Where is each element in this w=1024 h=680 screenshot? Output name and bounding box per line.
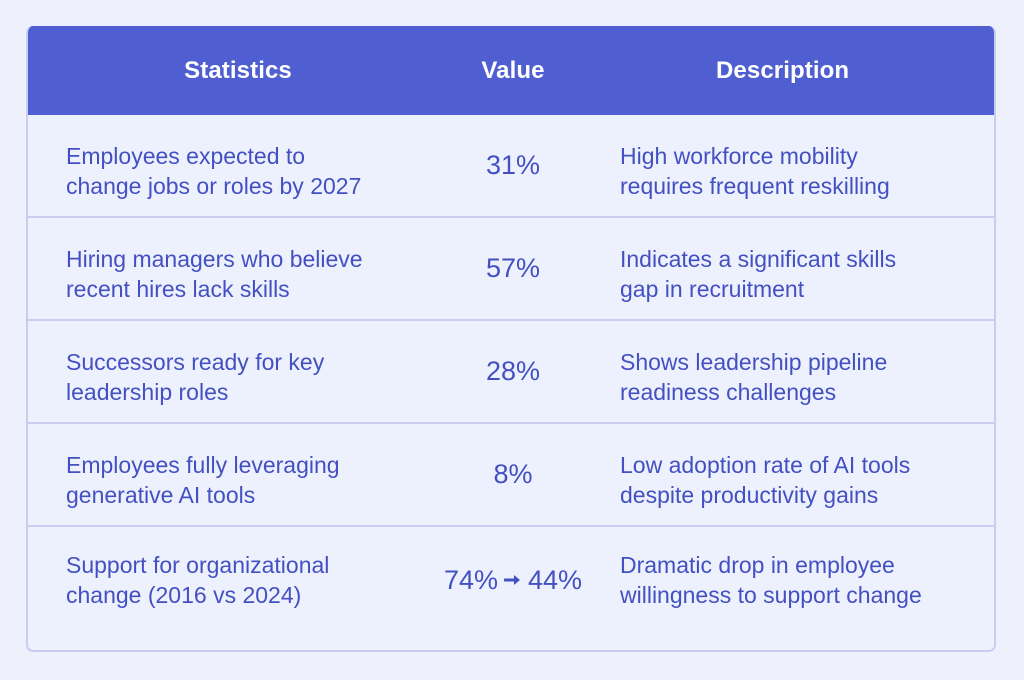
description-line: High workforce mobility [620,143,858,169]
description-cell: Dramatic drop in employee willingness to… [620,550,970,610]
header-statistics: Statistics [184,57,292,84]
value-from: 74% [443,565,498,595]
statistic-line: generative AI tools [66,482,256,508]
table-row: Successors ready for key leadership role… [28,321,994,424]
description-line: Low adoption rate of AI tools [620,452,911,478]
statistic-cell: Employees fully leveraging generative AI… [66,450,416,510]
statistics-table: Statistics Value Description Employees e… [26,26,996,652]
description-line: requires frequent reskilling [620,173,890,199]
value-cell: 31% [485,150,541,180]
table-header-row: Statistics Value Description [28,26,994,115]
description-line: Dramatic drop in employee [620,552,895,578]
description-line: gap in recruitment [620,276,805,302]
value-cell: 74% 44% [408,527,618,633]
value-to: 44% [528,565,583,595]
table-row: Employees fully leveraging generative AI… [28,424,994,527]
statistic-line: Employees fully leveraging [66,452,340,478]
statistic-line: change (2016 vs 2024) [66,582,302,608]
statistic-line: Employees expected to [66,143,306,169]
statistic-line: recent hires lack skills [66,276,290,302]
statistic-line: Support for organizational [66,552,330,578]
statistic-line: Successors ready for key [66,349,325,375]
table-row: Support for organizational change (2016 … [28,527,994,650]
description-cell: Shows leadership pipeline readiness chal… [620,347,970,407]
statistic-cell: Support for organizational change (2016 … [66,550,416,610]
table-row: Employees expected to change jobs or rol… [28,115,994,218]
table-row: Hiring managers who believe recent hires… [28,218,994,321]
description-cell: High workforce mobility requires frequen… [620,141,970,201]
header-description: Description [716,57,850,84]
arrow-right-icon [504,574,520,585]
value-cell: 8% [493,459,533,489]
description-cell: Low adoption rate of AI tools despite pr… [620,450,970,510]
value-cell: 57% [485,253,541,283]
description-line: readiness challenges [620,379,837,405]
description-line: Indicates a significant skills [620,246,897,272]
description-cell: Indicates a significant skills gap in re… [620,244,970,304]
statistic-cell: Successors ready for key leadership role… [66,347,416,407]
description-line: willingness to support change [620,582,922,608]
header-value: Value [481,57,545,84]
table-body: Employees expected to change jobs or rol… [28,115,994,650]
statistic-line: change jobs or roles by 2027 [66,173,362,199]
statistic-cell: Employees expected to change jobs or rol… [66,141,416,201]
statistic-line: leadership roles [66,379,229,405]
statistic-line: Hiring managers who believe [66,246,363,272]
statistic-cell: Hiring managers who believe recent hires… [66,244,416,304]
description-line: Shows leadership pipeline [620,349,888,375]
value-cell: 28% [485,356,541,386]
description-line: despite productivity gains [620,482,879,508]
